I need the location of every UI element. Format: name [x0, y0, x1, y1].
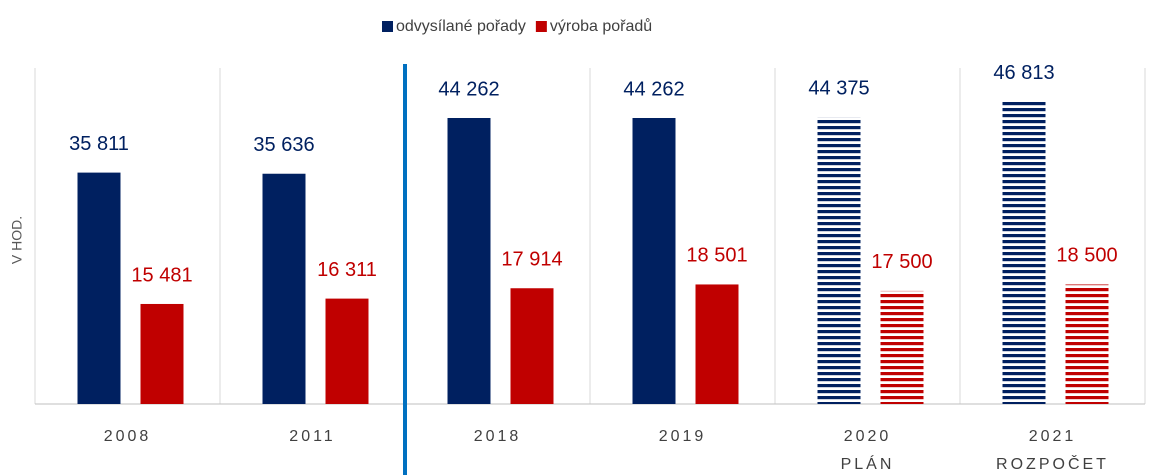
bar: [632, 117, 676, 404]
x-tick-label: 2019: [659, 428, 707, 445]
value-label: 44 262: [438, 78, 499, 100]
value-label: 44 375: [808, 78, 869, 100]
value-label: 15 481: [131, 264, 192, 286]
value-label: 35 636: [253, 134, 314, 156]
x-tick-sublabel: PLÁN: [841, 454, 895, 473]
legend-swatch: [535, 21, 547, 32]
value-label: 17 500: [871, 251, 932, 273]
value-label: 16 311: [317, 259, 377, 281]
x-tick-label: 2011: [289, 428, 335, 445]
value-label: 35 811: [69, 133, 129, 155]
bar: [1065, 284, 1109, 404]
x-tick-label: 2021: [1029, 428, 1077, 445]
bar: [695, 284, 739, 404]
bar: [447, 117, 491, 404]
y-axis-label: V HOD.: [9, 216, 25, 264]
value-label: 17 914: [501, 249, 562, 271]
value-label: 18 501: [686, 245, 747, 267]
bar: [262, 173, 306, 404]
bar: [140, 303, 184, 404]
legend-swatch: [382, 21, 393, 32]
bar: [1002, 101, 1046, 405]
x-tick-label: 2008: [104, 428, 152, 445]
bar: [77, 172, 121, 404]
x-tick-label: 2018: [474, 428, 522, 445]
bar: [880, 290, 924, 404]
value-label: 46 813: [993, 62, 1054, 84]
value-label: 18 500: [1056, 245, 1117, 267]
x-tick-label: 2020: [844, 428, 892, 445]
bar: [510, 288, 554, 404]
legend-label: výroba pořadů: [550, 17, 652, 35]
value-label: 44 262: [623, 78, 684, 100]
legend-label: odvysílané pořady: [396, 18, 526, 35]
x-tick-sublabel: ROZPOČET: [996, 454, 1109, 473]
bar: [325, 298, 369, 404]
bar: [817, 117, 861, 405]
